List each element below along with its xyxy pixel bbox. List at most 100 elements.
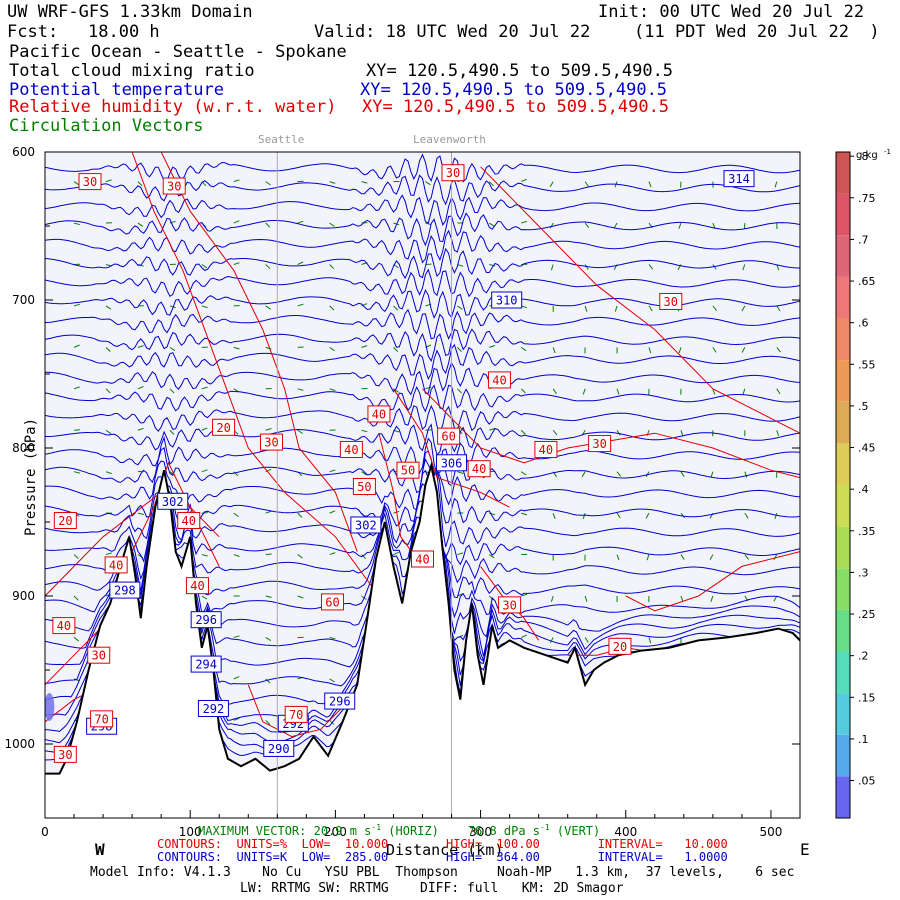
colorbar-segment: [836, 276, 850, 319]
colorbar-segment: [836, 776, 850, 818]
field-rh-name: Relative humidity (w.r.t. water): [9, 97, 337, 117]
terrain-profile: [45, 461, 800, 775]
theta-contour-label-box: [157, 492, 189, 510]
circulation-vector: [581, 471, 586, 478]
rh-contour-label-box: [162, 177, 186, 195]
circulation-vector: [648, 637, 652, 644]
circulation-vector: [712, 305, 717, 311]
circulation-vector: [584, 637, 589, 643]
circulation-vector: [742, 388, 746, 395]
rh-contour-label: 20: [613, 640, 627, 654]
colorbar-segment: [836, 360, 850, 402]
theta-contour-label: 290: [268, 742, 290, 756]
circulation-vector: [233, 717, 240, 721]
rh-contour-label: 40: [182, 514, 196, 528]
colorbar-segment: [836, 609, 850, 652]
rh-contour-label-box: [52, 617, 76, 635]
rh-contour-label-box: [659, 292, 683, 310]
circulation-vector: [457, 305, 463, 310]
circulation-vector: [425, 181, 431, 186]
circulation-vector: [201, 427, 208, 431]
colorbar-tick-label: .75: [858, 192, 876, 205]
circulation-vector: [233, 635, 240, 638]
rh-contour-label-box: [260, 433, 283, 451]
circulation-vector: [489, 263, 496, 267]
colorbar-tick-label: .55: [858, 358, 876, 371]
region-title: Pacific Ocean - Seattle - Spokane: [9, 42, 347, 62]
rh-contour-label: 40: [472, 462, 486, 476]
circulation-vector: [329, 469, 336, 473]
circulation-vector: [137, 345, 144, 348]
colorbar-tick-label: .15: [858, 691, 876, 704]
rh-contour-label: 30: [664, 295, 678, 309]
circulation-vector: [297, 388, 304, 391]
theta-contour: [45, 458, 800, 512]
circulation-vector: [616, 512, 621, 519]
circulation-vector: [73, 595, 79, 601]
colorbar-tick-label: .25: [858, 608, 876, 621]
rh-contour-label: 40: [344, 443, 358, 457]
circulation-vector: [329, 264, 335, 270]
circulation-vector: [265, 222, 271, 228]
colorbar-tick-label: .45: [858, 442, 876, 455]
circulation-vector: [552, 347, 556, 354]
theta-contour-label-box: [436, 454, 468, 472]
circulation-vector: [201, 469, 208, 473]
circulation-vector: [265, 305, 271, 310]
circulation-vector: [550, 595, 554, 602]
colorbar-units-sup: -1: [884, 148, 891, 156]
circulation-vector: [489, 427, 496, 431]
circulation-vector: [73, 303, 80, 307]
circulation-vector: [680, 595, 684, 602]
circulation-vector: [520, 388, 526, 394]
rh-contour-label-box: [437, 427, 461, 445]
circulation-vector: [393, 305, 399, 311]
circulation-vector: [393, 347, 399, 352]
circulation-vector: [329, 305, 335, 311]
circulation-vector: [73, 429, 81, 431]
circulation-vector: [329, 636, 336, 640]
rh-contour-label: 40: [539, 443, 553, 457]
rh-contour-label-box: [53, 512, 77, 530]
circulation-vector: [709, 554, 714, 561]
x-tick-label: 500: [760, 825, 783, 839]
rh-contour-label: 50: [357, 480, 371, 494]
colorbar-units: g kg: [856, 150, 878, 161]
circulation-vector: [521, 634, 527, 638]
circulation-vector: [646, 554, 650, 561]
circulation-vector: [169, 305, 176, 309]
colorbar-segment: [836, 734, 850, 777]
rh-contour-label: 60: [325, 595, 339, 609]
rh-contour-label: 70: [289, 708, 303, 722]
rh-contour-label-box: [78, 173, 102, 191]
circulation-vector: [329, 346, 335, 352]
circulation-vector: [712, 347, 717, 353]
circulation-vector: [393, 551, 400, 556]
y-tick-label: 1000: [4, 737, 35, 751]
circulation-vector: [233, 179, 240, 183]
circulation-vector: [265, 181, 271, 186]
colorbar-tick-label: .05: [858, 775, 876, 788]
circulation-vector: [489, 554, 495, 559]
circulation-vector: [137, 386, 144, 390]
valid-time: Valid: 18 UTC Wed 20 Jul 22: [314, 22, 591, 42]
rh-contour: [160, 152, 358, 552]
circulation-vector: [297, 595, 304, 599]
circulation-vector: [584, 595, 588, 602]
field-cloud-name: Total cloud mixing ratio: [9, 61, 255, 81]
rh-contour-info: CONTOURS: UNITS=% LOW= 10.000 HIGH= 100.…: [157, 837, 728, 851]
theta-contour-label-box: [723, 170, 755, 188]
circulation-vector: [137, 427, 144, 431]
circulation-vector: [233, 512, 239, 518]
circulation-vector: [773, 554, 778, 561]
rh-contour-label-box: [104, 556, 128, 574]
circulation-vector: [680, 430, 684, 437]
theta-contour-label-box: [263, 739, 295, 757]
circulation-vector: [105, 346, 111, 352]
colorbar-tick-label: .1: [858, 733, 869, 746]
y-tick-label: 600: [12, 145, 35, 159]
circulation-vector: [550, 264, 554, 271]
physics-info: LW: RRTMG SW: RRTMG DIFF: full KM: 2D Sm…: [240, 881, 624, 896]
rh-contour-label-box: [177, 512, 201, 530]
